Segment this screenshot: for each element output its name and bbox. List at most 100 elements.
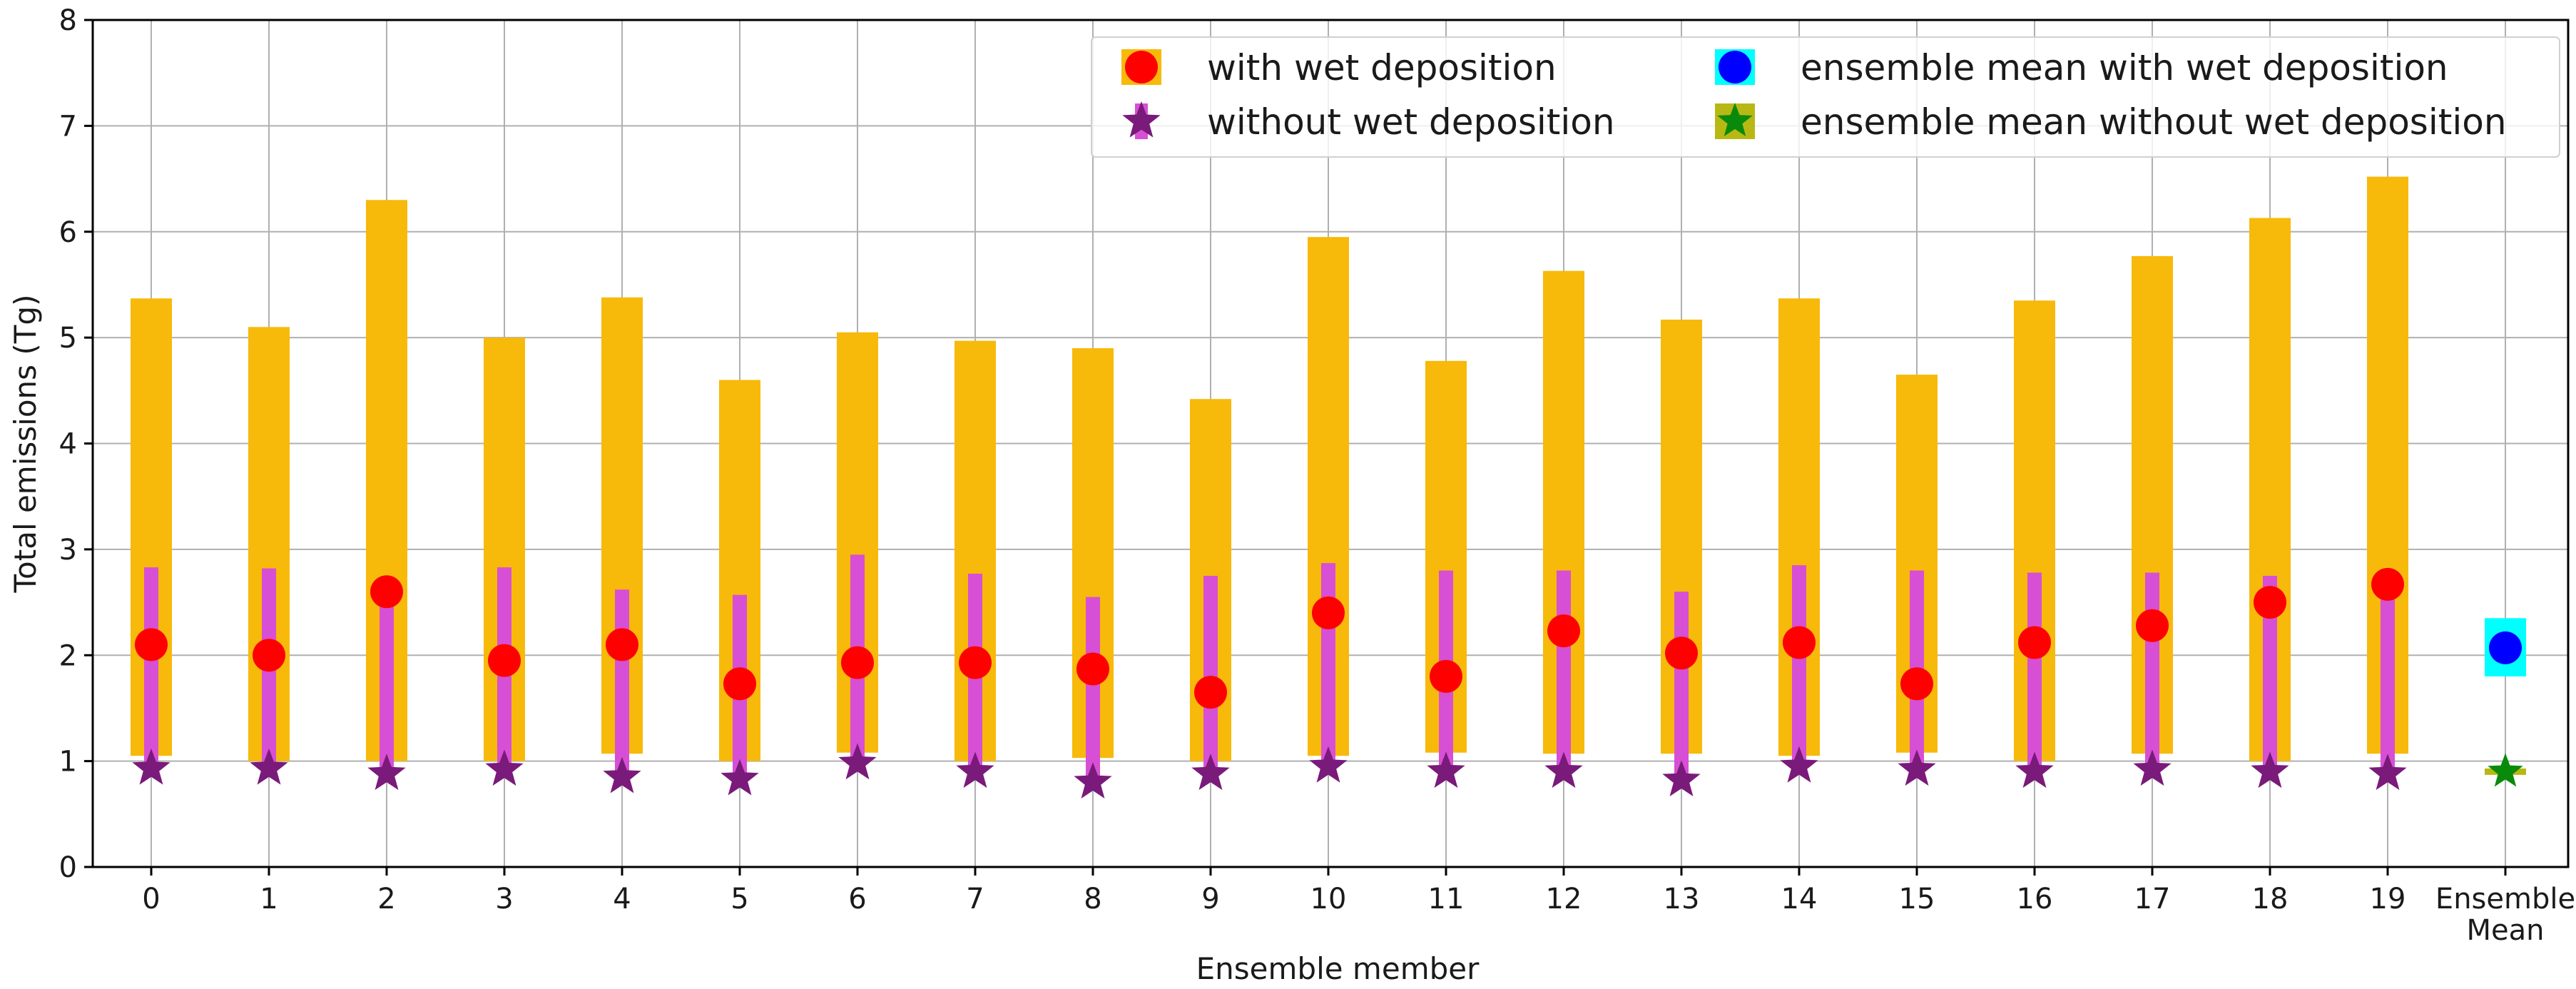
marker-with-wet bbox=[959, 646, 992, 679]
marker-without-wet bbox=[1309, 746, 1348, 783]
marker-without-wet bbox=[721, 759, 759, 796]
x-ticks: 0 1 2 3 4 5 6 7 8 9 10 11 12 13 14 15 16 17 18 19 EnsembleMe… bbox=[142, 867, 2575, 947]
y-tick-label: 8 bbox=[59, 4, 77, 37]
marker-mean-with-wet bbox=[2489, 631, 2522, 664]
y-ticks: 0 1 2 3 4 5 6 7 8 bbox=[59, 4, 93, 884]
x-tick-label: 17 bbox=[2134, 883, 2171, 916]
marker-without-wet bbox=[250, 749, 288, 785]
x-tick-label: 6 bbox=[848, 883, 866, 916]
x-tick-label: 11 bbox=[1428, 883, 1465, 916]
marker-with-wet bbox=[1312, 596, 1345, 629]
x-tick-label: 3 bbox=[495, 883, 513, 916]
marker-without-wet bbox=[603, 756, 641, 793]
marker-with-wet bbox=[1194, 676, 1227, 709]
legend-label-mean-with-wet: ensemble mean with wet deposition bbox=[1801, 47, 2448, 88]
bar-without-wet bbox=[1792, 565, 1806, 770]
marker-without-wet bbox=[485, 749, 524, 786]
marker-mean-without-wet bbox=[2488, 753, 2523, 787]
marker-with-wet bbox=[135, 628, 168, 661]
x-tick-label: 1 bbox=[260, 883, 278, 916]
legend-marker-without-wet bbox=[1122, 101, 1161, 138]
marker-with-wet bbox=[2136, 609, 2169, 642]
marker-with-wet bbox=[1076, 652, 1109, 686]
x-tick-label: 8 bbox=[1084, 883, 1101, 916]
bar-without-wet bbox=[2027, 572, 2042, 775]
bar-without-wet bbox=[380, 592, 394, 777]
legend-marker-with-wet bbox=[1125, 51, 1158, 83]
legend-label-mean-without-wet: ensemble mean without wet deposition bbox=[1801, 101, 2507, 143]
y-tick-label: 2 bbox=[59, 639, 77, 672]
x-tick-label: 2 bbox=[377, 883, 395, 916]
marker-with-wet bbox=[370, 575, 403, 609]
marker-with-wet bbox=[2254, 586, 2286, 619]
marker-without-wet bbox=[838, 743, 877, 780]
y-tick-label: 7 bbox=[59, 110, 77, 143]
marker-without-wet bbox=[2015, 751, 2054, 788]
markers bbox=[132, 567, 2523, 798]
y-tick-label: 3 bbox=[59, 534, 77, 567]
x-axis-label: Ensemble member bbox=[1196, 951, 1480, 986]
marker-with-wet bbox=[253, 639, 285, 672]
x-tick-label: 13 bbox=[1664, 883, 1700, 916]
x-tick-label: 12 bbox=[1546, 883, 1582, 916]
x-tick-label: Mean bbox=[2467, 914, 2545, 947]
x-tick-label: 5 bbox=[730, 883, 748, 916]
marker-with-wet bbox=[1665, 636, 1698, 670]
marker-with-wet bbox=[1900, 667, 1933, 701]
marker-without-wet bbox=[1780, 746, 1818, 783]
marker-with-wet bbox=[841, 646, 874, 679]
x-tick-label: Ensemble bbox=[2435, 883, 2575, 916]
marker-without-wet bbox=[1662, 760, 1701, 796]
x-tick-label: 14 bbox=[1781, 883, 1818, 916]
bar-without-wet bbox=[1557, 570, 1571, 775]
legend-label-without-wet: without wet deposition bbox=[1207, 101, 1615, 143]
marker-without-wet bbox=[956, 751, 994, 788]
x-tick-label: 4 bbox=[613, 883, 631, 916]
y-tick-label: 5 bbox=[59, 322, 77, 355]
y-axis-label: Total emissions (Tg) bbox=[8, 295, 43, 594]
bar-without-wet bbox=[144, 567, 158, 772]
marker-with-wet bbox=[723, 667, 756, 701]
bar-without-wet bbox=[1086, 597, 1100, 786]
marker-with-wet bbox=[1430, 659, 1462, 693]
x-tick-label: 18 bbox=[2252, 883, 2289, 916]
bar-without-wet bbox=[615, 589, 629, 781]
marker-without-wet bbox=[1427, 751, 1465, 788]
y-tick-label: 6 bbox=[59, 216, 77, 249]
y-tick-label: 0 bbox=[59, 851, 77, 884]
legend-box bbox=[1091, 36, 2560, 158]
marker-without-wet bbox=[2368, 754, 2407, 791]
marker-without-wet bbox=[1074, 762, 1112, 798]
legend-marker-mean-without-wet bbox=[1717, 103, 1753, 137]
bar-without-wet bbox=[2145, 572, 2159, 773]
bar-without-wet bbox=[2381, 597, 2395, 777]
marker-without-wet bbox=[367, 754, 406, 791]
legend-marker-mean-with-wet bbox=[1719, 51, 1751, 83]
marker-without-wet bbox=[1191, 754, 1230, 791]
marker-without-wet bbox=[132, 749, 170, 785]
range-bars bbox=[131, 176, 2526, 786]
legend: with wet deposition without wet depositi… bbox=[1091, 36, 2560, 158]
x-tick-label: 15 bbox=[1899, 883, 1935, 916]
legend-label-with-wet: with wet deposition bbox=[1207, 47, 1557, 88]
bar-without-wet bbox=[1674, 592, 1689, 783]
marker-with-wet bbox=[488, 644, 521, 677]
marker-without-wet bbox=[2251, 751, 2289, 788]
x-tick-label: 7 bbox=[966, 883, 984, 916]
bar-without-wet bbox=[2263, 575, 2277, 775]
marker-with-wet bbox=[2018, 626, 2051, 659]
x-tick-label: 0 bbox=[142, 883, 160, 916]
y-tick-label: 1 bbox=[59, 746, 77, 778]
marker-without-wet bbox=[2133, 749, 2172, 786]
x-tick-label: 9 bbox=[1201, 883, 1219, 916]
marker-without-wet bbox=[1898, 749, 1936, 786]
marker-with-wet bbox=[606, 628, 638, 661]
x-tick-label: 19 bbox=[2370, 883, 2406, 916]
x-tick-label: 10 bbox=[1310, 883, 1347, 916]
marker-with-wet bbox=[1783, 626, 1816, 659]
marker-with-wet bbox=[1547, 614, 1580, 648]
marker-without-wet bbox=[1544, 751, 1583, 788]
marker-with-wet bbox=[2371, 567, 2404, 601]
y-tick-label: 4 bbox=[59, 428, 77, 461]
